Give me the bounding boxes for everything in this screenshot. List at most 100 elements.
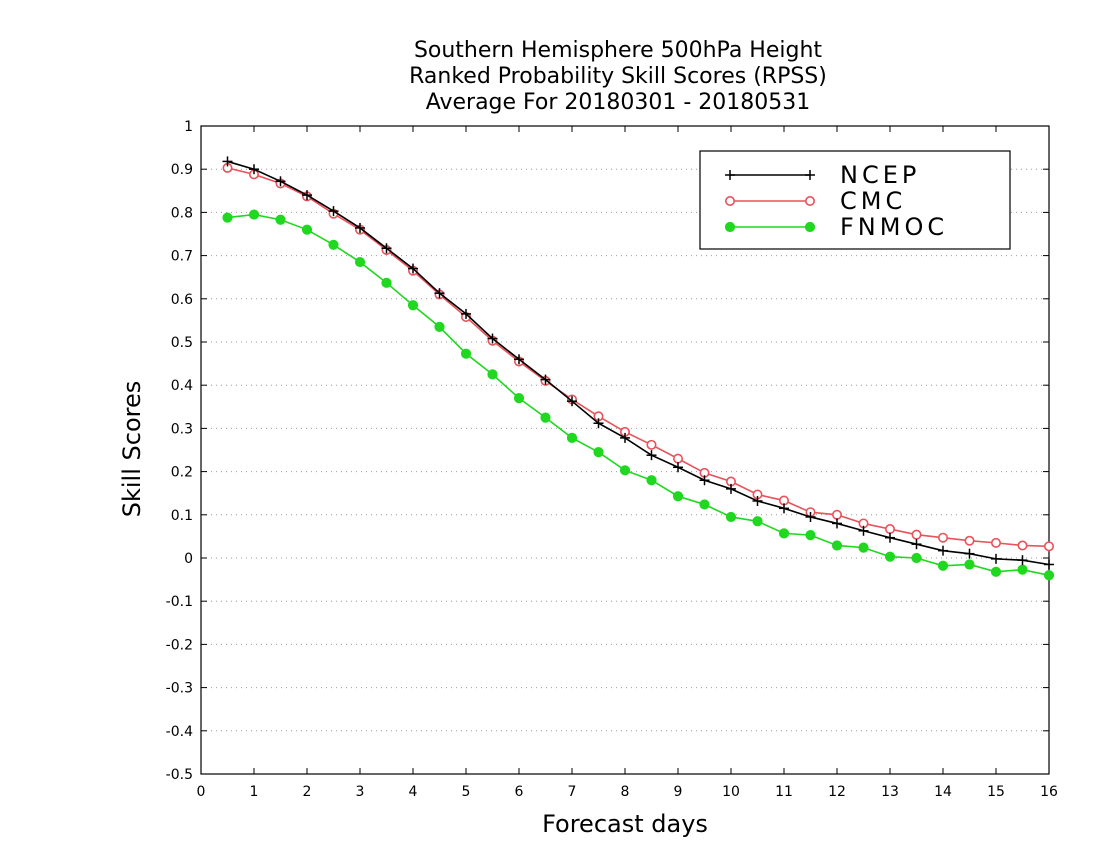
point-cmc-29 <box>990 537 1001 548</box>
point-cmc-16 <box>646 439 657 450</box>
point-fnmoc-0 <box>222 212 233 223</box>
x-tick-label-16: 16 <box>1040 784 1058 800</box>
point-fnmoc-11 <box>513 393 525 404</box>
y-tick-label-7: 0.2 <box>171 465 193 481</box>
x-tick-label-9: 9 <box>674 784 683 800</box>
legend-item-cmc: CMC <box>724 187 906 215</box>
chart-title-line-1: Southern Hemisphere 500hPa Height <box>414 38 822 63</box>
point-fnmoc-18 <box>699 499 710 510</box>
y-tick-label-2: -0.3 <box>166 681 193 697</box>
point-ncep-29 <box>991 553 1001 564</box>
point-ncep-7 <box>408 263 418 274</box>
legend-item-ncep: NCEP <box>725 161 916 189</box>
point-ncep-23 <box>832 518 842 529</box>
point-fnmoc-2 <box>275 214 286 225</box>
y-tick-label-13: 0.8 <box>171 205 193 221</box>
series-fnmoc <box>222 209 1055 581</box>
point-ncep-8 <box>434 288 445 299</box>
legend-label-cmc: CMC <box>840 187 906 215</box>
series-line-ncep <box>227 160 1050 566</box>
point-fnmoc-5 <box>354 256 366 268</box>
x-tick-label-4: 4 <box>409 784 418 800</box>
point-fnmoc-26 <box>911 552 922 564</box>
series-line-fnmoc <box>227 213 1050 577</box>
y-tick-label-15: 1 <box>184 119 193 135</box>
point-fnmoc-14 <box>593 447 604 458</box>
point-ncep-14 <box>593 418 604 429</box>
y-tick-label-10: 0.5 <box>171 335 193 351</box>
chart-title-line-3: Average For 20180301 - 20180531 <box>426 90 811 115</box>
series-cmc <box>222 162 1055 552</box>
point-cmc-26 <box>911 529 922 540</box>
y-tick-label-8: 0.3 <box>171 421 193 437</box>
legend-marker-left-ncep <box>725 170 735 180</box>
y-tick-label-4: -0.1 <box>166 594 193 610</box>
point-fnmoc-3 <box>301 224 313 235</box>
y-tick-label-11: 0.6 <box>171 292 193 308</box>
y-tick-label-0: -0.5 <box>166 767 193 783</box>
point-ncep-28 <box>964 548 975 559</box>
point-cmc-31 <box>1044 541 1055 552</box>
x-tick-label-6: 6 <box>515 784 524 800</box>
point-fnmoc-19 <box>725 511 737 523</box>
legend-marker-left-cmc <box>724 196 735 207</box>
point-ncep-25 <box>885 532 895 543</box>
x-tick-label-0: 0 <box>197 784 206 800</box>
legend-marker-right-cmc <box>804 196 815 207</box>
point-fnmoc-24 <box>858 542 869 553</box>
point-fnmoc-25 <box>884 551 896 562</box>
point-fnmoc-15 <box>619 465 631 476</box>
legend-box <box>699 150 1011 250</box>
point-fnmoc-22 <box>805 530 816 541</box>
series <box>222 156 1055 581</box>
y-tick-label-3: -0.2 <box>166 637 193 653</box>
point-fnmoc-4 <box>328 239 339 250</box>
y-tick-label-1: -0.4 <box>166 724 193 740</box>
x-tick-label-8: 8 <box>621 784 630 800</box>
point-fnmoc-17 <box>672 491 684 502</box>
point-cmc-28 <box>964 535 975 546</box>
y-tick-label-14: 0.9 <box>171 162 193 178</box>
point-fnmoc-27 <box>937 560 949 571</box>
series-ncep <box>222 156 1054 570</box>
y-tick-label-9: 0.4 <box>171 378 193 394</box>
point-ncep-11 <box>514 354 524 365</box>
x-tick-label-1: 1 <box>250 784 259 800</box>
point-ncep-31 <box>1044 559 1054 570</box>
point-ncep-22 <box>805 511 816 522</box>
legend-marker-right-fnmoc <box>804 221 816 233</box>
point-fnmoc-20 <box>752 516 763 527</box>
x-tick-label-3: 3 <box>356 784 365 800</box>
point-ncep-9 <box>461 308 471 319</box>
point-cmc-23 <box>831 509 842 520</box>
legend-marker-left-fnmoc <box>724 221 736 233</box>
point-ncep-30 <box>1017 555 1028 566</box>
point-ncep-19 <box>726 483 736 494</box>
axes: -0.5 -0.4 -0.3 -0.2 -0.1 0 0.1 0.2 0.3 0.4 0.5 0.6 0… <box>166 119 1058 800</box>
x-axis-label: Forecast days <box>542 810 708 838</box>
x-tick-label-2: 2 <box>303 784 312 800</box>
x-tick-label-7: 7 <box>568 784 577 800</box>
point-fnmoc-1 <box>248 209 260 220</box>
x-tick-label-13: 13 <box>881 784 899 800</box>
point-fnmoc-10 <box>487 369 498 380</box>
point-fnmoc-6 <box>381 277 392 288</box>
point-ncep-3 <box>302 190 312 201</box>
point-ncep-13 <box>567 396 577 407</box>
point-ncep-18 <box>699 475 710 486</box>
point-fnmoc-31 <box>1043 570 1055 581</box>
point-fnmoc-21 <box>778 528 790 539</box>
point-fnmoc-13 <box>566 432 578 444</box>
point-ncep-15 <box>620 432 630 443</box>
point-cmc-30 <box>1017 540 1028 551</box>
point-ncep-20 <box>752 495 763 506</box>
gridlines <box>201 168 1049 732</box>
x-tick-label-15: 15 <box>987 784 1005 800</box>
point-ncep-6 <box>381 243 392 254</box>
point-fnmoc-7 <box>407 300 419 311</box>
x-tick-label-11: 11 <box>775 784 793 800</box>
legend-marker-right-ncep <box>805 170 815 180</box>
point-fnmoc-12 <box>540 412 551 423</box>
point-fnmoc-23 <box>831 540 843 551</box>
